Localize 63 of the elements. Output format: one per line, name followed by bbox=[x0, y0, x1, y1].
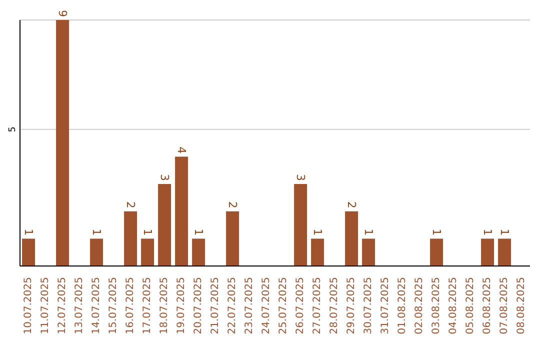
bar bbox=[294, 184, 308, 266]
x-tick-label: 25.07.2025 bbox=[278, 277, 289, 334]
x-tick-label: 14.07.2025 bbox=[91, 277, 102, 334]
bar bbox=[226, 211, 240, 266]
x-tick-label: 18.07.2025 bbox=[159, 277, 170, 334]
data-label: 2 bbox=[226, 201, 240, 208]
data-label: 1 bbox=[362, 228, 376, 236]
x-tick-label: 10.07.2025 bbox=[23, 277, 34, 334]
x-tick-label: 26.07.2025 bbox=[295, 277, 306, 334]
bar bbox=[498, 238, 512, 266]
x-tick-label: 28.07.2025 bbox=[329, 277, 340, 334]
x-tick-label: 20.07.2025 bbox=[193, 277, 204, 334]
x-tick-label: 19.07.2025 bbox=[176, 277, 187, 334]
x-tick-label: 08.08.2025 bbox=[516, 277, 527, 334]
data-label: 1 bbox=[192, 228, 206, 236]
data-label: 2 bbox=[124, 201, 138, 208]
bar bbox=[175, 156, 188, 266]
x-tick-label: 11.07.2025 bbox=[40, 277, 51, 334]
bar bbox=[430, 238, 444, 266]
data-label: 1 bbox=[90, 228, 104, 236]
bar bbox=[141, 238, 154, 266]
bar bbox=[192, 238, 206, 266]
x-tick-label: 05.08.2025 bbox=[465, 277, 476, 334]
data-label: 3 bbox=[158, 174, 172, 181]
bar bbox=[90, 238, 104, 266]
x-tick-label: 31.07.2025 bbox=[380, 277, 391, 334]
x-tick-label: 13.07.2025 bbox=[74, 277, 85, 334]
data-label: 1 bbox=[311, 228, 324, 236]
data-label: 4 bbox=[175, 146, 188, 154]
bar bbox=[311, 238, 324, 266]
x-tick-label: 29.07.2025 bbox=[346, 277, 357, 334]
x-tick-label: 03.08.2025 bbox=[431, 277, 442, 334]
data-label: 2 bbox=[345, 201, 358, 208]
x-tick-label: 07.08.2025 bbox=[499, 277, 510, 334]
data-label: 1 bbox=[141, 228, 154, 236]
x-tick-label: 04.08.2025 bbox=[448, 277, 459, 334]
bar bbox=[362, 238, 376, 266]
bar bbox=[345, 211, 358, 266]
x-tick-label: 27.07.2025 bbox=[312, 277, 323, 334]
x-tick-label: 12.07.2025 bbox=[57, 277, 68, 334]
x-tick-label: 23.07.2025 bbox=[244, 277, 255, 334]
data-label: 3 bbox=[294, 174, 308, 181]
bar bbox=[22, 238, 36, 266]
data-label: 1 bbox=[481, 228, 494, 236]
x-tick-label: 24.07.2025 bbox=[261, 277, 272, 334]
bar bbox=[56, 20, 70, 266]
x-tick-label: 17.07.2025 bbox=[142, 277, 153, 334]
x-tick-label: 02.08.2025 bbox=[414, 277, 425, 334]
y-tick-label: 5 bbox=[8, 126, 18, 132]
bar bbox=[158, 184, 172, 266]
data-label: 1 bbox=[22, 228, 36, 236]
data-label: 1 bbox=[430, 228, 444, 236]
data-label: 9 bbox=[56, 10, 70, 17]
x-tick-label: 21.07.2025 bbox=[210, 277, 221, 334]
data-label: 1 bbox=[498, 228, 512, 236]
x-tick-label: 30.07.2025 bbox=[363, 277, 374, 334]
x-tick-label: 01.08.2025 bbox=[397, 277, 408, 334]
bar bbox=[481, 238, 494, 266]
x-tick-label: 22.07.2025 bbox=[227, 277, 238, 334]
x-tick-label: 16.07.2025 bbox=[125, 277, 136, 334]
x-tick-label: 06.08.2025 bbox=[482, 277, 493, 334]
bar bbox=[124, 211, 138, 266]
x-tick-label: 15.07.2025 bbox=[108, 277, 119, 334]
